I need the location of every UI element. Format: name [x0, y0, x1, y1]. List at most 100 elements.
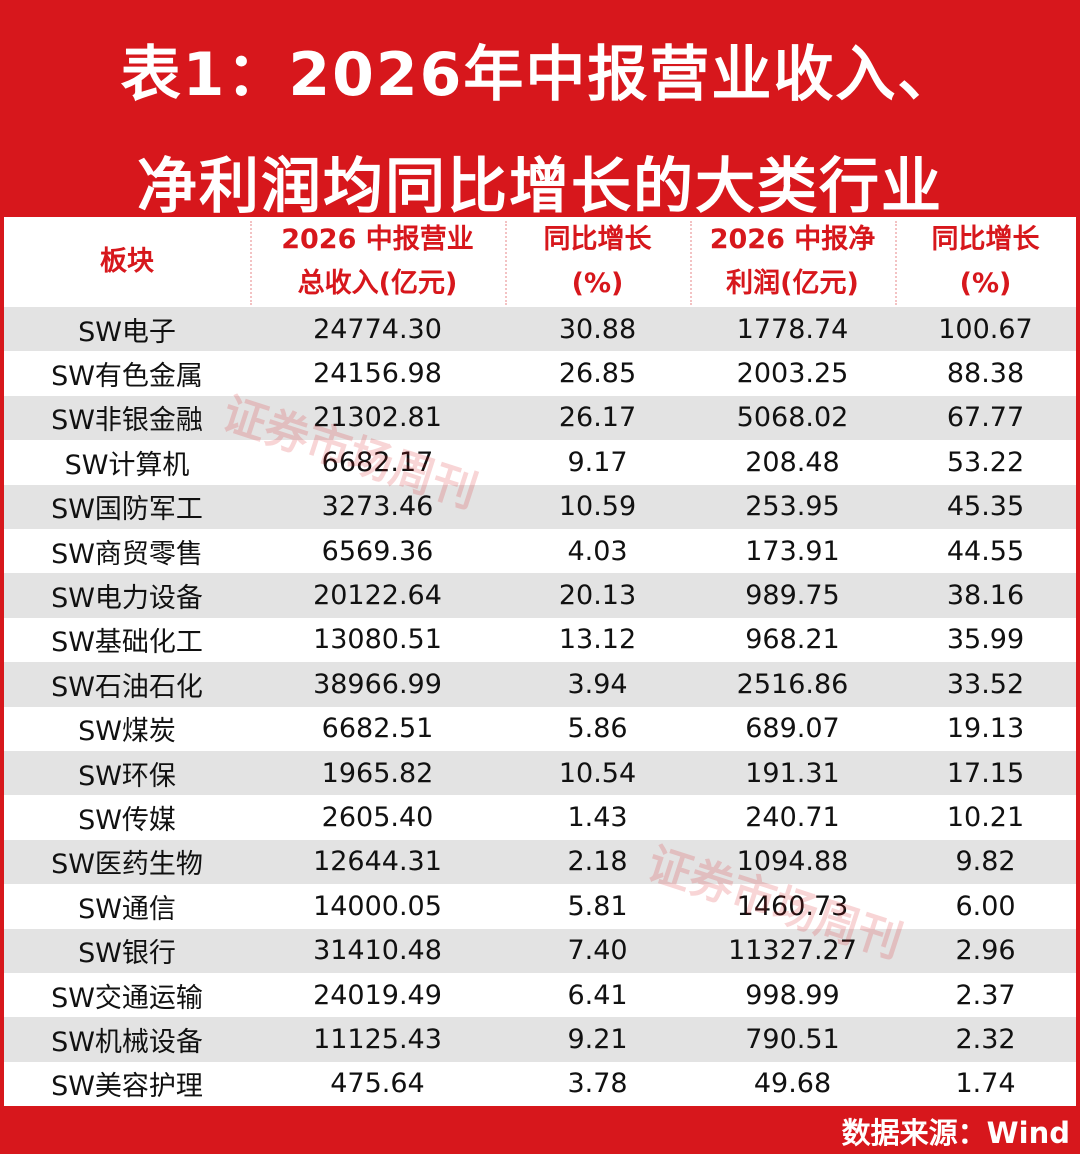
- value-cell: 53.22: [946, 446, 1025, 478]
- value-cell: 49.68: [753, 1068, 832, 1100]
- separator: [250, 221, 252, 305]
- value-cell: 689.07: [745, 713, 840, 745]
- sector-cell: SW计算机: [64, 449, 190, 481]
- separator: [895, 221, 897, 305]
- value-cell: 6.41: [567, 979, 628, 1011]
- table-row: SW石油石化 38966.99 3.94 2516.86 33.52: [4, 662, 1076, 707]
- value-cell: 998.99: [745, 979, 840, 1011]
- value-cell: 1778.74: [736, 313, 849, 345]
- value-cell: 20.13: [558, 580, 637, 612]
- value-cell: 208.48: [745, 446, 840, 478]
- value-cell: 173.91: [745, 535, 840, 567]
- table-row: SW计算机 6682.17 9.17 208.48 53.22: [4, 440, 1076, 485]
- value-cell: 3273.46: [321, 491, 434, 523]
- value-cell: 2605.40: [321, 802, 434, 834]
- table-row: SW煤炭 6682.51 5.86 689.07 19.13: [4, 706, 1076, 751]
- value-cell: 790.51: [745, 1024, 840, 1056]
- value-cell: 2.96: [955, 935, 1016, 967]
- value-cell: 12644.31: [313, 846, 442, 878]
- value-cell: 35.99: [946, 624, 1025, 656]
- separator: [690, 221, 692, 305]
- sector-cell: SW通信: [78, 893, 176, 925]
- header-line: 同比增长: [543, 224, 652, 255]
- separator: [505, 221, 507, 305]
- value-cell: 6682.17: [321, 446, 434, 478]
- sector-cell: SW美容护理: [51, 1071, 203, 1103]
- value-cell: 240.71: [745, 802, 840, 834]
- value-cell: 9.82: [955, 846, 1016, 878]
- value-cell: 17.15: [946, 757, 1025, 789]
- table-row: SW通信 14000.05 5.81 1460.73 6.00: [4, 884, 1076, 929]
- value-cell: 968.21: [745, 624, 840, 656]
- sector-cell: SW环保: [78, 760, 176, 792]
- value-cell: 67.77: [946, 402, 1025, 434]
- sector-cell: SW商贸零售: [51, 538, 203, 570]
- value-cell: 26.85: [558, 358, 637, 390]
- value-cell: 38966.99: [313, 668, 442, 700]
- value-cell: 45.35: [946, 491, 1025, 523]
- value-cell: 2.37: [955, 979, 1016, 1011]
- value-cell: 5068.02: [736, 402, 849, 434]
- sector-cell: SW交通运输: [51, 982, 203, 1014]
- value-cell: 2516.86: [736, 668, 849, 700]
- value-cell: 38.16: [946, 580, 1025, 612]
- table-row: SW电子 24774.30 30.88 1778.74 100.67: [4, 307, 1076, 352]
- value-cell: 989.75: [745, 580, 840, 612]
- value-cell: 3.78: [567, 1068, 628, 1100]
- table-row: SW国防军工 3273.46 10.59 253.95 45.35: [4, 484, 1076, 529]
- table-row: SW传媒 2605.40 1.43 240.71 10.21: [4, 795, 1076, 840]
- value-cell: 13080.51: [313, 624, 442, 656]
- header-line: 2026 中报营业: [281, 224, 474, 255]
- table-row: SW有色金属 24156.98 26.85 2003.25 88.38: [4, 351, 1076, 396]
- header-line: 2026 中报净: [709, 224, 876, 255]
- value-cell: 475.64: [330, 1068, 425, 1100]
- column-header: 同比增长 (%): [895, 217, 1076, 307]
- sector-cell: SW电子: [78, 316, 176, 348]
- sector-cell: SW基础化工: [51, 627, 203, 659]
- value-cell: 10.59: [558, 491, 637, 523]
- title-line: 净利润均同比增长的大类行业: [137, 152, 943, 222]
- value-cell: 100.67: [938, 313, 1033, 345]
- header-line: 总收入(亿元): [297, 268, 458, 299]
- value-cell: 1094.88: [736, 846, 849, 878]
- header-line: (%): [959, 268, 1012, 299]
- column-header: 2026 中报净 利润(亿元): [690, 217, 895, 307]
- value-cell: 2003.25: [736, 358, 849, 390]
- value-cell: 6682.51: [321, 713, 434, 745]
- value-cell: 26.17: [558, 402, 637, 434]
- table-row: SW基础化工 13080.51 13.12 968.21 35.99: [4, 617, 1076, 663]
- table-row: SW非银金融 21302.81 26.17 5068.02 67.77: [4, 395, 1076, 441]
- header-line: 利润(亿元): [726, 268, 859, 299]
- value-cell: 5.86: [567, 713, 628, 745]
- table-row: SW银行 31410.48 7.40 11327.27 2.96: [4, 928, 1076, 973]
- value-cell: 1.43: [567, 802, 628, 834]
- source-note: 数据来源：Wind: [841, 1116, 1070, 1150]
- sector-cell: SW机械设备: [51, 1027, 203, 1059]
- sector-cell: SW医药生物: [51, 849, 203, 881]
- value-cell: 14000.05: [313, 890, 442, 922]
- title-band: 表1：2026年中报营业收入、 净利润均同比增长的大类行业: [0, 0, 1080, 222]
- table-row: SW交通运输 24019.49 6.41 998.99 2.37: [4, 973, 1076, 1018]
- header-line: 同比增长: [931, 224, 1040, 255]
- value-cell: 44.55: [946, 535, 1025, 567]
- value-cell: 9.21: [567, 1024, 628, 1056]
- value-cell: 11327.27: [728, 935, 857, 967]
- sector-cell: SW电力设备: [51, 583, 203, 615]
- value-cell: 1460.73: [736, 890, 849, 922]
- value-cell: 19.13: [946, 713, 1025, 745]
- table-row: SW医药生物 12644.31 2.18 1094.88 9.82: [4, 839, 1076, 885]
- value-cell: 6569.36: [321, 535, 434, 567]
- sector-cell: SW煤炭: [78, 716, 176, 748]
- value-cell: 191.31: [745, 757, 840, 789]
- value-cell: 1.74: [955, 1068, 1016, 1100]
- table: 板块 2026 中报营业 总收入(亿元) 同比增长 (%) 2026 中报净 利润(亿元) 同…: [4, 217, 1076, 1107]
- value-cell: 33.52: [946, 668, 1025, 700]
- value-cell: 5.81: [567, 890, 628, 922]
- value-cell: 88.38: [946, 358, 1025, 390]
- title-line: 表1：2026年中报营业收入、: [120, 40, 960, 110]
- table-row: SW电力设备 20122.64 20.13 989.75 38.16: [4, 573, 1076, 618]
- value-cell: 4.03: [567, 535, 628, 567]
- column-header: 板块: [4, 217, 250, 307]
- value-cell: 1965.82: [321, 757, 434, 789]
- value-cell: 3.94: [567, 668, 628, 700]
